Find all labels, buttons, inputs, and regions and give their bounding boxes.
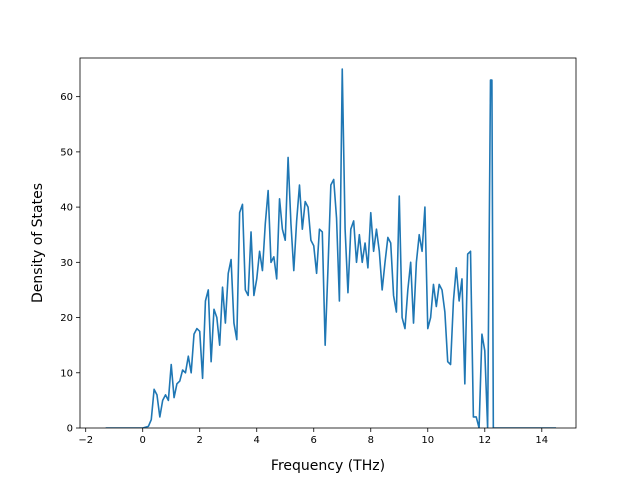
y-axis-title: Density of States <box>30 183 46 303</box>
series-layer <box>105 68 557 428</box>
x-tick-label: 0 <box>140 435 146 446</box>
y-tick-label: 20 <box>60 313 73 324</box>
y-tick-label: 60 <box>60 92 73 103</box>
x-axis-title: Frequency (THz) <box>271 458 385 474</box>
y-tick-label: 10 <box>60 368 73 379</box>
x-tick-label: −2 <box>78 435 93 446</box>
plot-frame <box>79 57 577 429</box>
x-tick-label: 12 <box>478 435 491 446</box>
y-tick-label: 40 <box>60 203 73 214</box>
x-tick-label: 8 <box>368 435 374 446</box>
x-axis: −2 0 2 4 6 8 10 12 14 <box>78 428 548 446</box>
x-tick-label: 14 <box>535 435 548 446</box>
y-tick-label: 30 <box>60 258 73 269</box>
y-axis: 0 10 20 30 40 50 60 <box>60 92 80 435</box>
y-tick-label: 0 <box>67 424 73 435</box>
y-tick-label: 50 <box>60 147 73 158</box>
x-tick-label: 2 <box>197 435 203 446</box>
x-tick-label: 10 <box>421 435 434 446</box>
x-tick-label: 4 <box>254 435 260 446</box>
x-tick-label: 6 <box>311 435 317 446</box>
dos-series-line <box>105 68 557 428</box>
